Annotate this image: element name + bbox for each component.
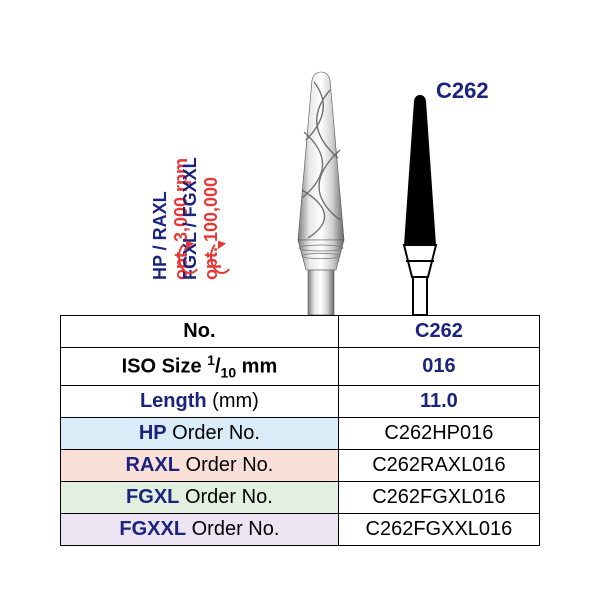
table-row: No.C262 xyxy=(61,316,540,348)
bur-silhouette xyxy=(400,95,440,320)
spec-label: FGXL Order No. xyxy=(61,481,339,513)
spec-value: 016 xyxy=(338,348,539,386)
shank-hp-raxl: HP / RAXL xyxy=(150,191,170,280)
spec-label: ISO Size 1/10 mm xyxy=(61,348,339,386)
table-row: HP Order No.C262HP016 xyxy=(61,417,540,449)
spec-value: C262RAXL016 xyxy=(338,449,539,481)
table-row: ISO Size 1/10 mm016 xyxy=(61,348,540,386)
spec-value: C262 xyxy=(338,316,539,348)
table-row: RAXL Order No.C262RAXL016 xyxy=(61,449,540,481)
spec-value: C262FGXL016 xyxy=(338,481,539,513)
spec-label: HP Order No. xyxy=(61,417,339,449)
rotation-arrow-icon xyxy=(210,240,234,274)
spec-value: C262FGXXL016 xyxy=(338,513,539,545)
table-row: Length (mm)11.0 xyxy=(61,385,540,417)
spec-value: C262HP016 xyxy=(338,417,539,449)
bur-image xyxy=(290,70,352,320)
spec-label: No. xyxy=(61,316,339,348)
model-label: C262 xyxy=(436,78,489,104)
spec-value: 11.0 xyxy=(338,385,539,417)
table-row: FGXL Order No.C262FGXL016 xyxy=(61,481,540,513)
illustration-zone: HP / RAXL opt. 3,000 rpm FGXL / FGXXL op… xyxy=(60,60,540,315)
spec-label: Length (mm) xyxy=(61,385,339,417)
rotation-arrow-icon xyxy=(178,240,202,274)
table-row: FGXXL Order No.C262FGXXL016 xyxy=(61,513,540,545)
spec-label: RAXL Order No. xyxy=(61,449,339,481)
spec-table: No.C262ISO Size 1/10 mm016Length (mm)11.… xyxy=(60,315,540,546)
spec-label: FGXXL Order No. xyxy=(61,513,339,545)
